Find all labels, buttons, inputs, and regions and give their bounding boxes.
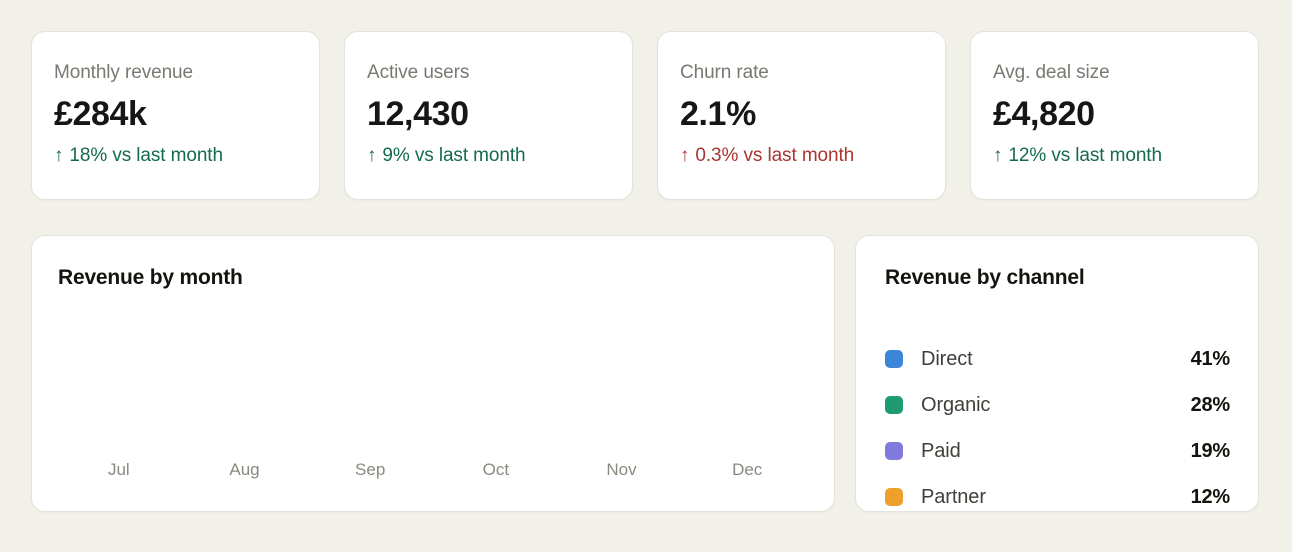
kpi-value: £4,820: [993, 95, 1095, 133]
kpi-delta: ↑ 18% vs last month: [54, 144, 297, 168]
kpi-delta: ↑ 9% vs last month: [367, 144, 610, 168]
kpi-value: £284k: [54, 95, 147, 133]
kpi-value: 12,430: [367, 95, 469, 133]
kpi-card-avg-deal-size: Avg. deal size £4,820 ↑ 12% vs last mont…: [970, 31, 1259, 200]
charts-row: Revenue by month Jul Aug Sep Oct Nov Dec…: [31, 235, 1259, 512]
kpi-delta: ↑ 0.3% vs last month: [680, 144, 923, 168]
legend-row-paid: Paid 19%: [885, 439, 1230, 463]
legend-label: Direct: [921, 347, 973, 370]
kpi-label: Avg. deal size: [993, 62, 1110, 83]
legend-row-organic: Organic 28%: [885, 393, 1230, 417]
x-axis-label: Sep: [355, 460, 386, 479]
legend-label: Organic: [921, 393, 991, 416]
legend-value: 12%: [1190, 485, 1231, 508]
kpi-label: Monthly revenue: [54, 62, 193, 83]
panel-title: Revenue by channel: [885, 266, 1085, 289]
revenue-by-channel-card: Revenue by channel Direct 41% Organic 28…: [855, 235, 1259, 512]
kpi-delta-text: 12% vs last month: [1008, 145, 1162, 166]
legend-value: 28%: [1190, 393, 1231, 416]
arrow-up-icon: ↑: [54, 145, 64, 166]
kpi-delta: ↑ 12% vs last month: [993, 144, 1236, 168]
legend-swatch-icon: [885, 442, 903, 460]
chart-plot-area: [56, 291, 810, 459]
panel-title: Revenue by month: [58, 266, 243, 289]
kpi-card-active-users: Active users 12,430 ↑ 9% vs last month: [344, 31, 633, 200]
legend-label: Paid: [921, 439, 961, 462]
legend-swatch-icon: [885, 350, 903, 368]
kpi-value: 2.1%: [680, 95, 756, 133]
legend-swatch-icon: [885, 396, 903, 414]
legend-row-direct: Direct 41%: [885, 347, 1230, 371]
x-axis-label: Dec: [732, 460, 763, 479]
revenue-by-month-card: Revenue by month Jul Aug Sep Oct Nov Dec: [31, 235, 835, 512]
arrow-up-icon: ↑: [367, 145, 377, 166]
legend-value: 41%: [1190, 347, 1231, 370]
x-axis: Jul Aug Sep Oct Nov Dec: [56, 459, 810, 481]
kpi-delta-text: 0.3% vs last month: [695, 145, 855, 166]
x-axis-label: Oct: [482, 460, 510, 479]
channel-legend: Direct 41% Organic 28% Paid 19% Partner: [885, 347, 1230, 509]
kpi-delta-text: 18% vs last month: [69, 145, 223, 166]
legend-label: Partner: [921, 485, 986, 508]
arrow-up-icon: ↑: [993, 145, 1003, 166]
kpi-row: Monthly revenue £284k ↑ 18% vs last mont…: [31, 31, 1259, 200]
kpi-label: Active users: [367, 62, 470, 83]
kpi-delta-text: 9% vs last month: [382, 145, 526, 166]
kpi-card-churn-rate: Churn rate 2.1% ↑ 0.3% vs last month: [657, 31, 946, 200]
legend-swatch-icon: [885, 488, 903, 506]
x-axis-label: Aug: [229, 460, 260, 479]
legend-row-partner: Partner 12%: [885, 485, 1230, 509]
arrow-up-icon: ↑: [680, 145, 690, 166]
kpi-card-monthly-revenue: Monthly revenue £284k ↑ 18% vs last mont…: [31, 31, 320, 200]
x-axis-label: Jul: [107, 460, 130, 479]
legend-value: 19%: [1190, 439, 1231, 462]
kpi-label: Churn rate: [680, 62, 769, 83]
x-axis-label: Nov: [606, 460, 637, 479]
